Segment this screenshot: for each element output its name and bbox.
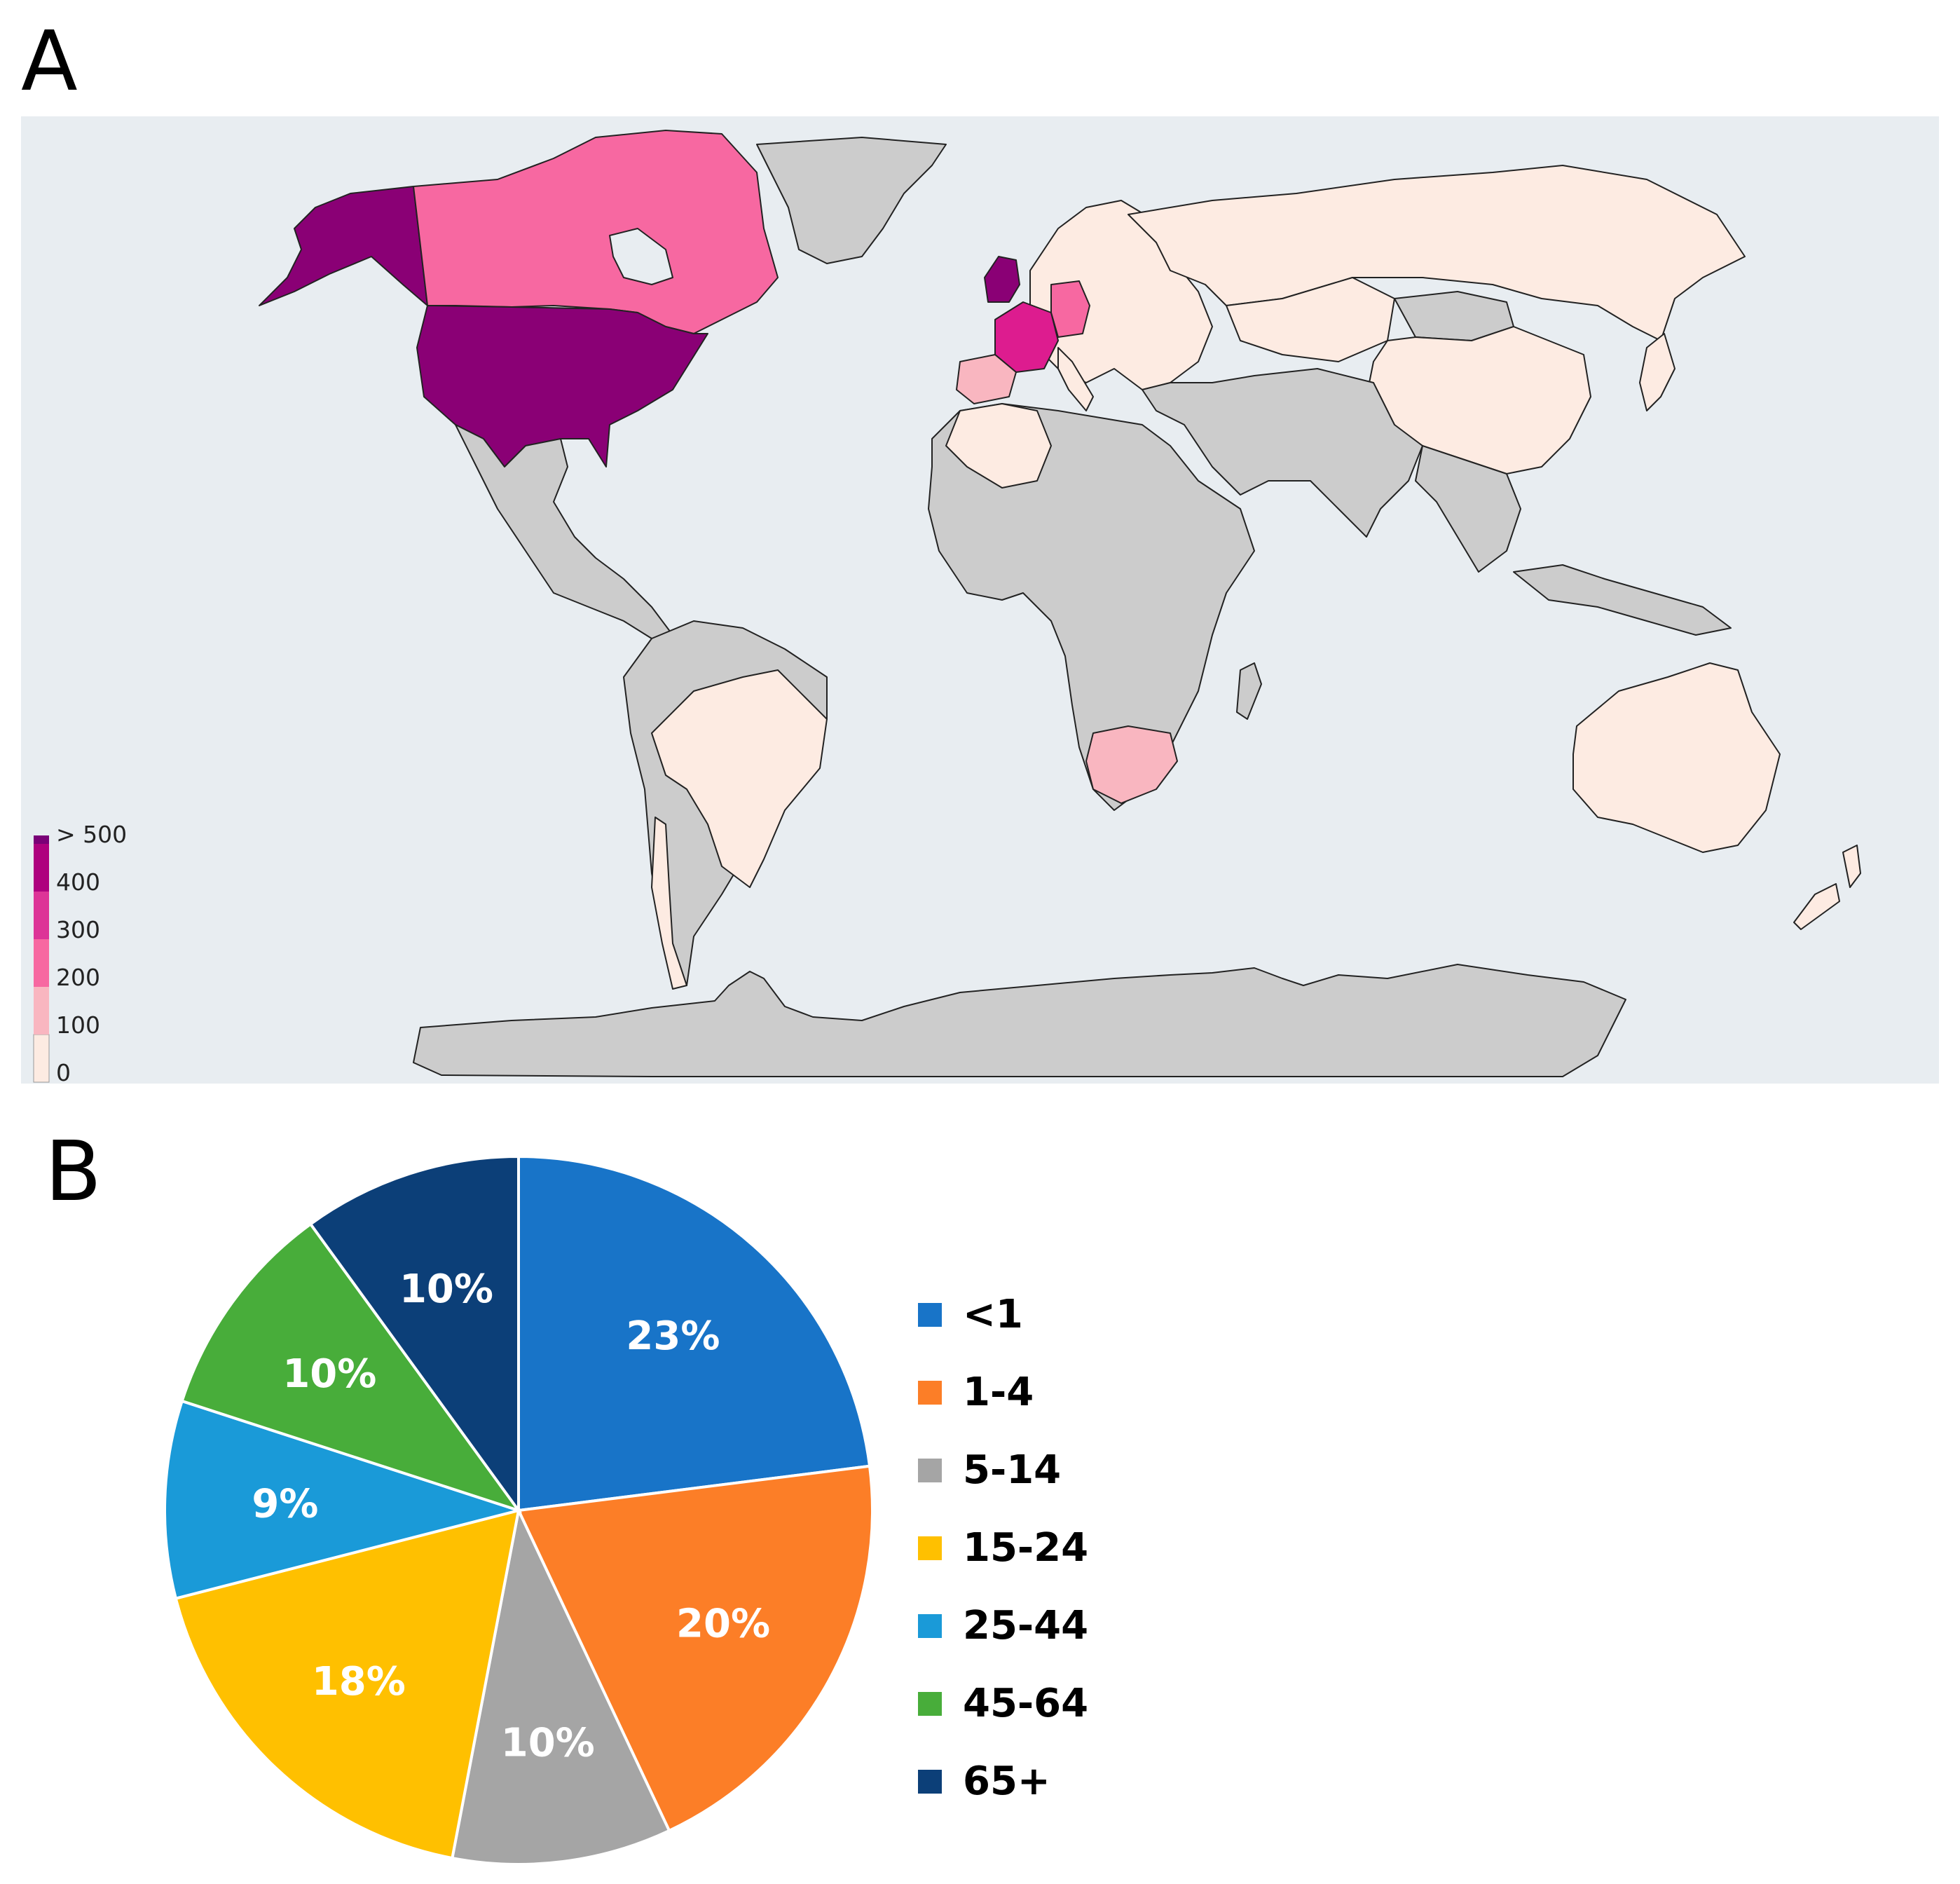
scale-swatch-0 xyxy=(33,1034,50,1083)
pie-legend: <1 1-4 5-14 15-24 25-44 45-64 65+ xyxy=(918,1276,1088,1820)
pie-slices xyxy=(163,1154,874,1866)
pie-slice--1 xyxy=(517,1154,872,1513)
scale-swatch-3 xyxy=(34,892,49,939)
legend-label: <1 xyxy=(963,1292,1023,1337)
legend-swatch xyxy=(918,1769,942,1794)
pie-data-label: 10% xyxy=(282,1351,376,1397)
map-hudson-bay xyxy=(609,228,673,285)
pie-slice-15-24 xyxy=(174,1508,521,1860)
legend-item: 15-24 xyxy=(918,1509,1088,1587)
pie-slice-65- xyxy=(308,1154,520,1515)
scale-label-1: 100 xyxy=(56,1011,100,1039)
pie-labels: 23% 20% 10% 18% 9% 10% 10% xyxy=(252,1267,770,1766)
scale-swatch-1 xyxy=(34,987,49,1035)
legend-item: 1-4 xyxy=(918,1353,1088,1431)
map-country-antarctica xyxy=(413,964,1626,1077)
map-country-australia xyxy=(1572,662,1781,853)
legend-item: 45-64 xyxy=(918,1665,1088,1742)
legend-item: 25-44 xyxy=(918,1587,1088,1665)
legend-label: 15-24 xyxy=(963,1525,1089,1571)
legend-swatch xyxy=(918,1613,942,1638)
map-country-new-zealand-south xyxy=(1793,883,1840,930)
map-country-spain xyxy=(956,354,1017,404)
legend-label: 25-44 xyxy=(963,1603,1089,1648)
map-country-brazil xyxy=(651,669,828,888)
pie-data-label: 18% xyxy=(312,1659,406,1705)
map-country-madagascar xyxy=(1236,662,1262,720)
legend-item: <1 xyxy=(918,1276,1088,1353)
legend-item: 65+ xyxy=(918,1742,1088,1820)
pie-slice-1-4 xyxy=(516,1464,874,1833)
map-region-southeast-asia xyxy=(1415,445,1521,573)
pie-slice-25-44 xyxy=(163,1399,524,1601)
pie-data-label: 10% xyxy=(399,1267,493,1312)
map-region-indonesia xyxy=(1513,564,1732,636)
pie-data-label: 9% xyxy=(252,1482,318,1527)
scale-swatch-4 xyxy=(34,844,49,892)
map-country-uk xyxy=(984,256,1020,303)
scale-label-3: 300 xyxy=(56,916,100,943)
scale-label-4: 400 xyxy=(56,868,100,896)
legend-swatch xyxy=(918,1458,942,1482)
pie-slice-45-64 xyxy=(180,1222,523,1513)
map-color-scale: 0 100 200 300 400 > 500 xyxy=(33,821,127,1084)
pie-slice-5-14 xyxy=(451,1506,671,1866)
scale-label-5: > 500 xyxy=(56,821,127,848)
scale-swatch-2 xyxy=(34,939,49,987)
map-country-italy xyxy=(1057,347,1094,411)
map-country-japan xyxy=(1639,333,1675,411)
legend-label: 45-64 xyxy=(963,1681,1089,1726)
map-country-greenland xyxy=(756,137,947,264)
pie-data-label: 20% xyxy=(676,1602,770,1647)
scale-label-2: 200 xyxy=(56,964,100,991)
map-country-algeria xyxy=(945,403,1052,489)
map-country-germany xyxy=(1050,280,1090,338)
legend-swatch xyxy=(918,1302,942,1327)
map-country-south-africa xyxy=(1085,725,1178,804)
map-country-new-zealand xyxy=(1842,845,1861,888)
map-country-mexico xyxy=(455,424,673,639)
legend-swatch xyxy=(918,1536,942,1560)
world-map: 0 100 200 300 400 > 500 xyxy=(21,116,1939,1084)
legend-label: 1-4 xyxy=(963,1370,1034,1415)
legend-swatch xyxy=(918,1380,942,1405)
panel-a-label: A xyxy=(21,13,78,109)
scale-label-0: 0 xyxy=(56,1059,71,1084)
pie-data-label: 23% xyxy=(626,1313,720,1359)
scale-swatch-5 xyxy=(34,835,49,844)
panel-b-label: B xyxy=(45,1123,102,1220)
legend-item: 5-14 xyxy=(918,1431,1088,1509)
pie-data-label: 10% xyxy=(501,1721,595,1766)
legend-label: 65+ xyxy=(963,1759,1050,1804)
map-country-chile xyxy=(651,817,687,990)
age-pie-chart: 23% 20% 10% 18% 9% 10% 10% xyxy=(163,1154,874,1866)
legend-label: 5-14 xyxy=(963,1447,1062,1493)
map-region-middle-east xyxy=(1142,368,1423,538)
legend-swatch xyxy=(918,1691,942,1716)
map-country-russia xyxy=(1128,165,1746,341)
